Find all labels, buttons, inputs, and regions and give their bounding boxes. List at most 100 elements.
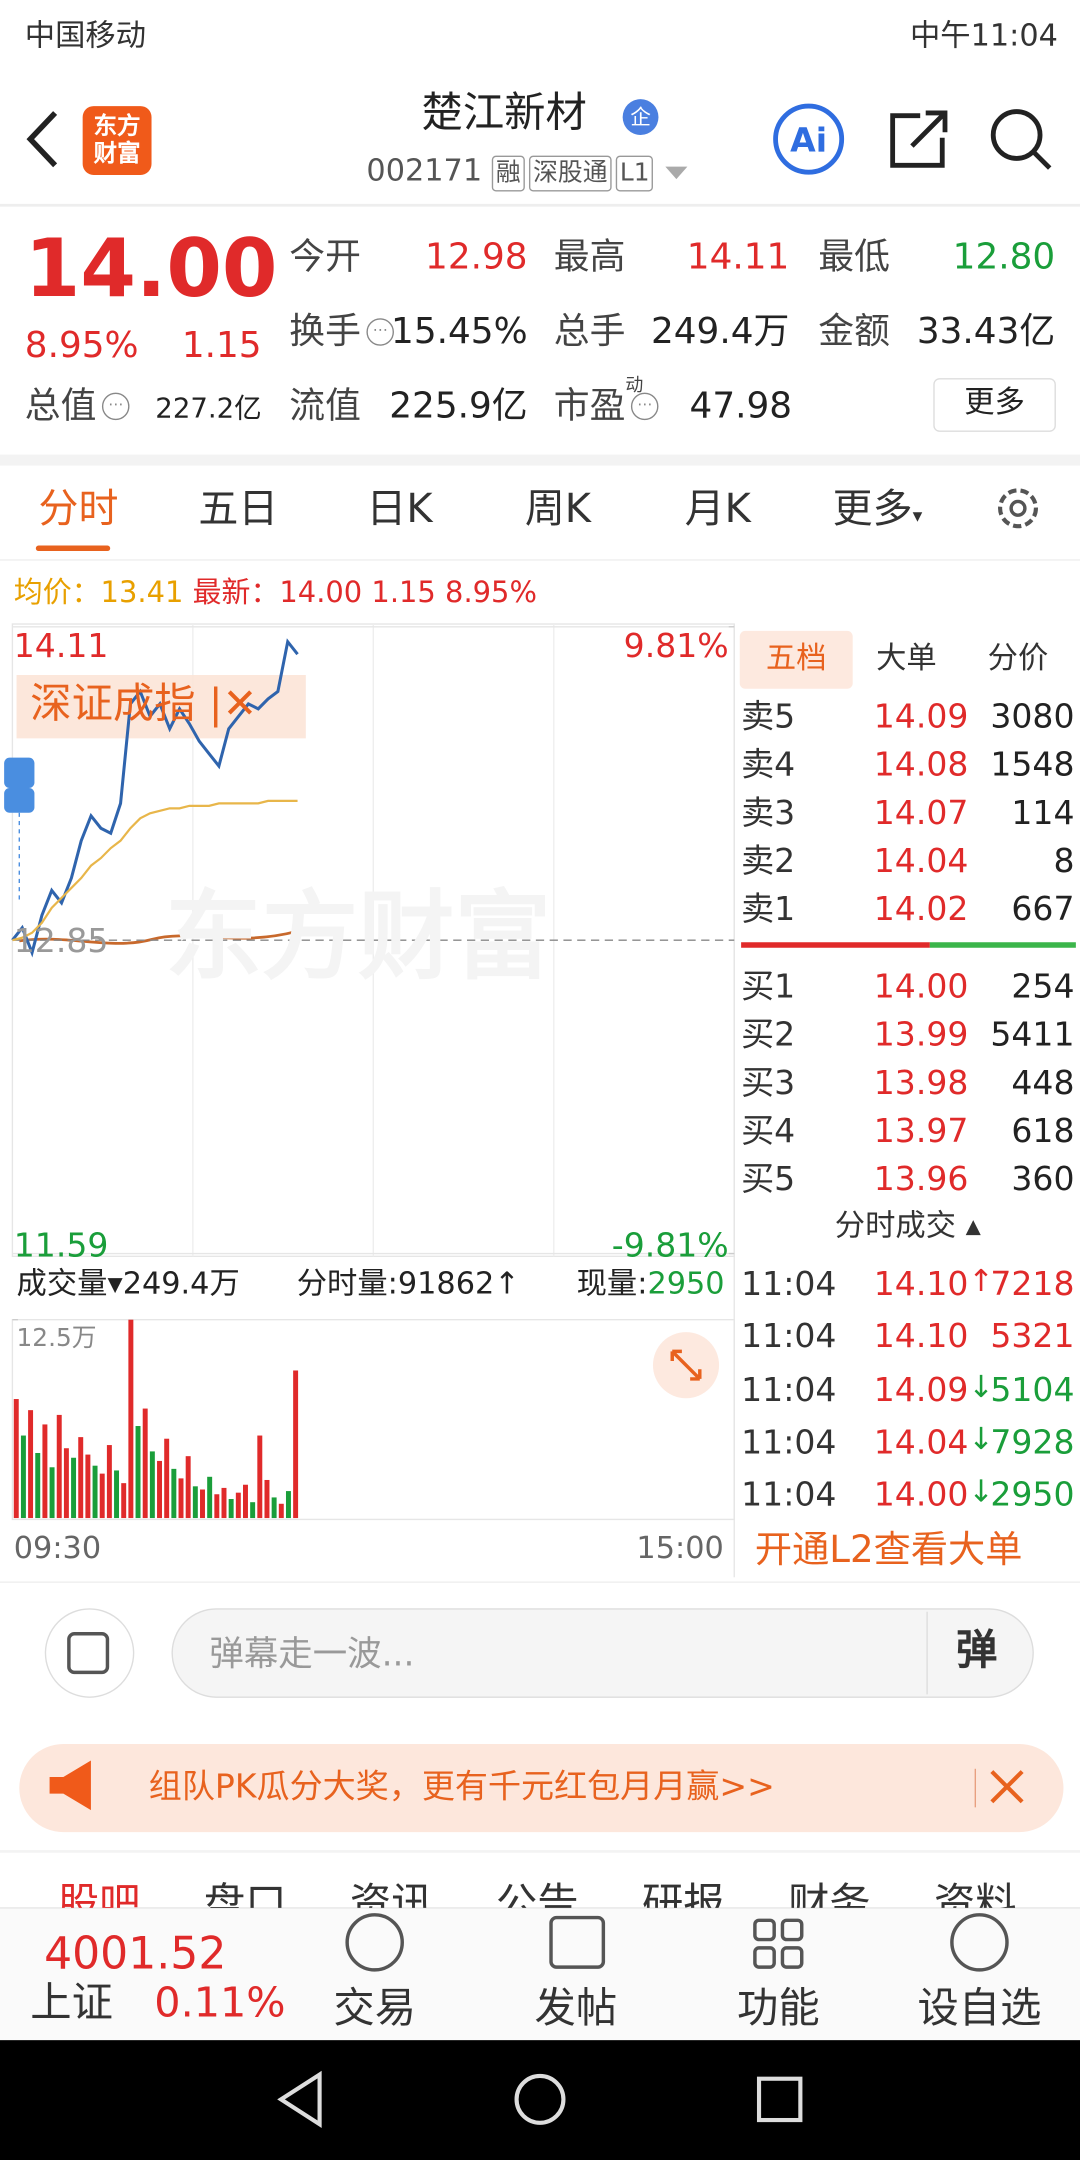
interval-stat: 分时量:91862↑ — [296, 1267, 520, 1302]
change: 1.15 — [181, 325, 262, 367]
ai-icon[interactable] — [773, 103, 845, 175]
book-tab[interactable]: 五档 — [765, 641, 827, 677]
tab-underline — [35, 545, 111, 552]
l2-link[interactable]: 开通L2查看大单 — [754, 1529, 1023, 1572]
latest-label: 最新： — [192, 575, 280, 609]
volume-bar — [85, 1454, 91, 1519]
volume-bar — [242, 1484, 248, 1519]
share-icon[interactable] — [890, 110, 948, 168]
watchlist-icon[interactable] — [950, 1913, 1009, 1972]
book-label: 买2 — [741, 1015, 796, 1054]
tab[interactable]: 分时 — [38, 484, 119, 532]
stat-value: 225.9亿 — [389, 385, 528, 428]
volume-bar — [185, 1456, 191, 1519]
nav-item[interactable]: 设自选 — [917, 1985, 1042, 2034]
banner-text[interactable]: 组队PK瓜分大奖，更有千元红包月月赢>> — [148, 1767, 775, 1806]
sub-tab[interactable]: 股吧 — [57, 1880, 141, 1908]
nav-item[interactable]: 发帖 — [534, 1985, 618, 2034]
volume-bar — [178, 1478, 184, 1519]
tab[interactable]: 日K — [366, 484, 433, 532]
volume-bar — [13, 1399, 19, 1519]
settings-icon[interactable] — [998, 488, 1038, 529]
y2-tick-label: 9.81% — [623, 626, 729, 666]
volume-bar — [285, 1491, 291, 1519]
x-label: 15:00 — [636, 1531, 724, 1567]
trade-icon[interactable] — [345, 1913, 404, 1972]
sub-tab[interactable]: 研报 — [641, 1880, 725, 1908]
book-tab[interactable]: 大单 — [876, 641, 937, 677]
sub-tab[interactable]: 盘口 — [203, 1880, 287, 1908]
volume-tick-label: 12.5万 — [16, 1323, 97, 1353]
nav-recent[interactable] — [756, 2076, 803, 2123]
book-price: 14.00 — [873, 967, 969, 1006]
volume-bar — [121, 1483, 127, 1519]
trade-time: 11:04 — [741, 1317, 837, 1356]
menu-icon — [67, 1632, 110, 1675]
stat-sup: 动 — [625, 376, 644, 397]
comment-placeholder[interactable]: 弹幕走一波... — [209, 1633, 415, 1674]
volume-bar — [28, 1410, 34, 1519]
banner-bg[interactable] — [19, 1743, 1064, 1833]
divider — [0, 559, 1080, 561]
sub-tab[interactable]: 财务 — [787, 1880, 871, 1908]
index-name: 深证成指 — [30, 680, 196, 729]
volume-bar — [192, 1486, 198, 1519]
sub-tab[interactable]: 资讯 — [349, 1880, 433, 1908]
book-volume: 254 — [1011, 967, 1075, 1006]
stat-value: 12.80 — [952, 236, 1056, 279]
book-label: 卖2 — [741, 841, 796, 881]
function-icon[interactable] — [753, 1918, 804, 1969]
divider — [0, 203, 1080, 207]
search-icon-handle — [1031, 149, 1052, 170]
tab[interactable]: 更多▾ — [832, 484, 923, 532]
avg-label: 均价： — [13, 575, 101, 609]
banner-close[interactable] — [990, 1770, 1024, 1804]
now-label: 现量: — [576, 1267, 648, 1302]
stock-name: 楚江新材 — [421, 89, 587, 138]
danmaku-button[interactable]: 弹 — [956, 1626, 998, 1676]
volume-bar — [149, 1451, 155, 1519]
stat-label: 换手 — [289, 311, 361, 353]
info-icon[interactable]: ⋯ — [630, 392, 659, 421]
tab[interactable]: 周K — [524, 484, 591, 532]
sub-tab[interactable]: 资料 — [933, 1880, 1017, 1908]
y-tick-label: 11.59 — [13, 1226, 109, 1265]
now: 2950 — [647, 1267, 725, 1302]
tab[interactable]: 月K — [684, 484, 751, 532]
volume-bar — [221, 1487, 227, 1519]
volume-bar — [257, 1435, 263, 1519]
stat-value: 33.43亿 — [916, 311, 1056, 353]
tab[interactable]: 五日 — [198, 484, 279, 532]
nav-item[interactable]: 功能 — [736, 1985, 820, 2034]
stat-label: 最高 — [553, 236, 626, 279]
info-icon[interactable]: ⋯ — [366, 318, 394, 346]
book-price: 14.04 — [873, 841, 969, 881]
book-volume: 114 — [1011, 793, 1075, 833]
more-button[interactable]: 更多 — [964, 385, 1025, 421]
nav-home[interactable] — [514, 2073, 566, 2125]
divider — [0, 1850, 1080, 1853]
stat-label: 市盈 — [553, 385, 626, 428]
book-tab[interactable]: 分价 — [987, 641, 1049, 677]
info-icon[interactable]: ⋯ — [101, 392, 130, 421]
nav-back[interactable] — [277, 2070, 322, 2128]
comment-input[interactable] — [171, 1608, 1034, 1698]
sub-tab[interactable]: 公告 — [495, 1880, 579, 1908]
more-button-border — [933, 378, 1056, 432]
volume-label[interactable]: 成交量 — [16, 1267, 108, 1302]
volume-bar — [92, 1465, 98, 1519]
search-icon[interactable] — [990, 109, 1043, 161]
back-icon[interactable] — [26, 111, 58, 168]
change-pct: 8.95% — [24, 325, 139, 367]
volume-total: 249.4万 — [122, 1267, 240, 1302]
summary: 均价：13.41 最新：14.00 1.15 8.95% — [13, 575, 537, 609]
volume-bar — [214, 1494, 220, 1519]
stat-label: 总手 — [553, 311, 626, 353]
menu-button[interactable] — [44, 1608, 135, 1698]
interval-label: 分时量: — [296, 1267, 398, 1302]
nav-item[interactable]: 交易 — [333, 1985, 417, 2034]
trade-price: 14.09 — [873, 1370, 969, 1409]
post-icon[interactable] — [549, 1915, 606, 1969]
watermark: 东方财富 — [165, 880, 552, 994]
